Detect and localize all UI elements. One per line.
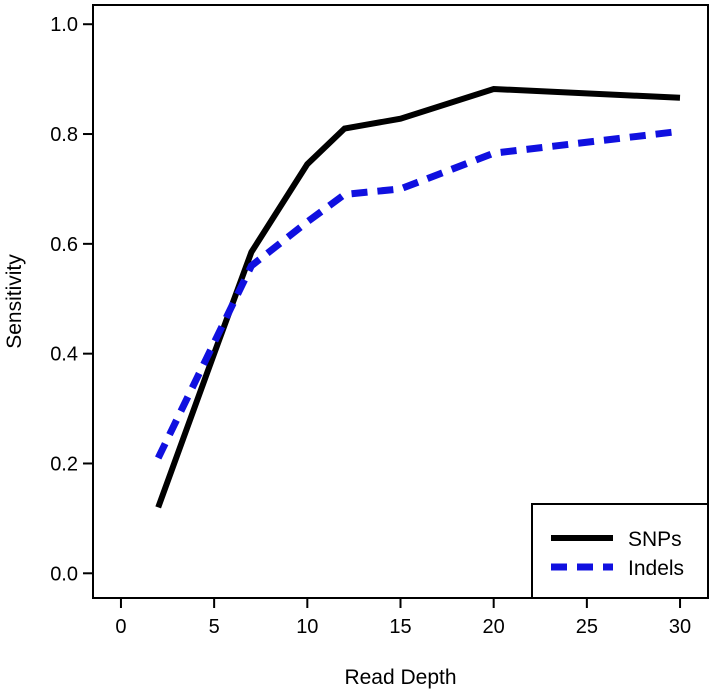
y-tick-label: 0.0 [50,563,78,585]
y-tick-label: 1.0 [50,14,78,36]
plot-series [155,85,681,509]
x-tick-label: 25 [576,616,598,638]
x-tick-label: 20 [483,616,505,638]
y-tick-label: 0.6 [50,234,78,256]
y-axis-title: Sensitivity [3,254,26,349]
y-tick-label: 0.2 [50,453,78,475]
x-tick-label: 15 [389,616,411,638]
x-tick-label: 10 [296,616,318,638]
legend: SNPs Indels [531,503,709,599]
x-tick-label: 5 [209,616,220,638]
y-tick-label: 0.4 [50,344,78,366]
x-axis: 0 5 10 15 20 25 30 [115,598,691,638]
x-tick-label: 30 [669,616,691,638]
x-axis-title: Read Depth [344,666,456,689]
legend-box [531,503,709,599]
series-line-indels [155,127,681,460]
legend-label-indels: Indels [628,557,684,580]
x-tick-label: 0 [115,616,126,638]
legend-label-snps: SNPs [628,528,682,551]
plot-frame [92,4,709,599]
y-tick-label: 0.8 [50,124,78,146]
y-axis: 0.0 0.2 0.4 0.6 0.8 1.0 [50,14,93,585]
